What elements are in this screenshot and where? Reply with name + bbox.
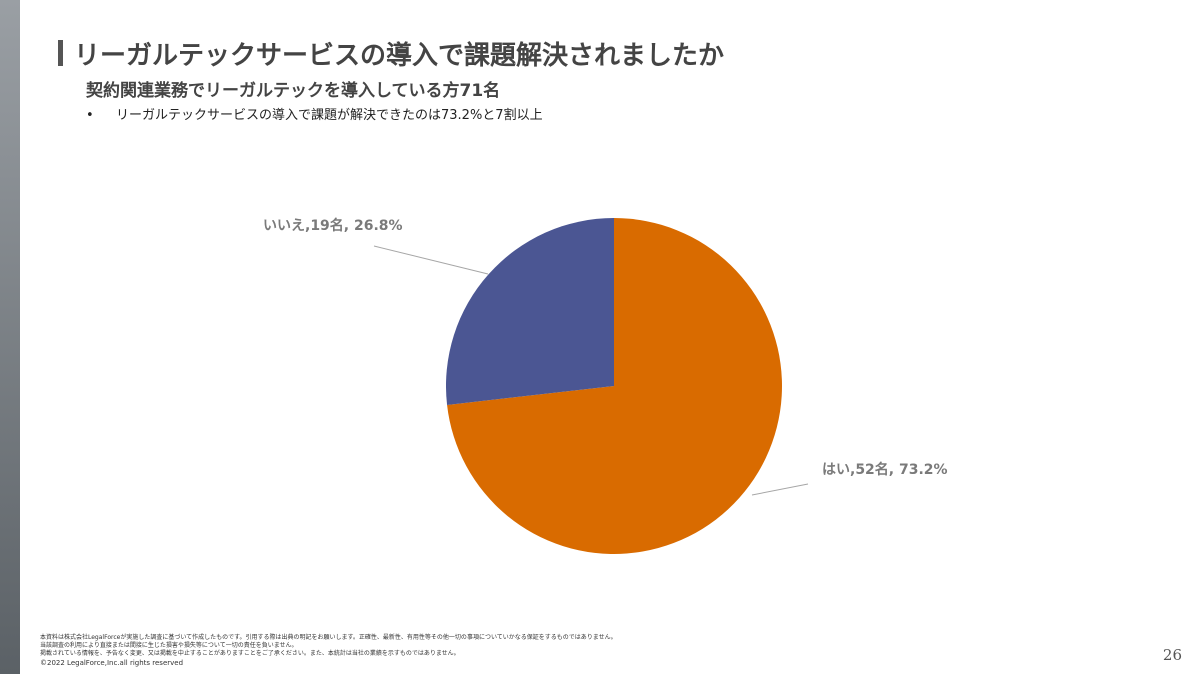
slide-subtitle: 契約関連業務でリーガルテックを導入している方71名 — [86, 81, 501, 101]
pie-slice-yes — [447, 218, 782, 554]
data-labels: はい,52名, 73.2% いいえ,19名, 26.8% — [263, 217, 948, 478]
leader-line — [751, 483, 809, 496]
leader-lines — [373, 245, 809, 496]
disclaimer-line: 掲載されている情報を、予告なく変更、又は掲載を中止することがありますことをご了承… — [40, 650, 460, 657]
bullet-marker: • — [86, 108, 94, 123]
leader-line — [373, 245, 489, 275]
disclaimer-line: 本資料は株式会社LegalForceが実施した調査に基づいて作成したものです。引… — [40, 634, 617, 641]
side-accent-band — [0, 0, 20, 674]
page-number: 26 — [1162, 646, 1182, 664]
pie-slice-no — [445, 218, 614, 405]
pie-slices — [445, 218, 782, 554]
bullet-item: • リーガルテックサービスの導入で課題が解決できたのは73.2%と7割以上 — [86, 104, 543, 123]
disclaimer-footer: 本資料は株式会社LegalForceが実施した調査に基づいて作成したものです。引… — [40, 634, 617, 658]
disclaimer-line: 当該調査の利用により直接または間接に生じた損害や損失等について一切の責任を負いま… — [40, 642, 298, 649]
bullet-text: リーガルテックサービスの導入で課題が解決できたのは73.2%と7割以上 — [116, 108, 543, 123]
slide-title: リーガルテックサービスの導入で課題解決されましたか — [74, 41, 725, 71]
data-label-yes: はい,52名, 73.2% — [822, 461, 948, 478]
title-accent-bar — [58, 40, 63, 66]
data-label-no: いいえ,19名, 26.8% — [263, 217, 403, 234]
copyright-text: ©2022 LegalForce,Inc.all rights reserved — [40, 659, 184, 667]
